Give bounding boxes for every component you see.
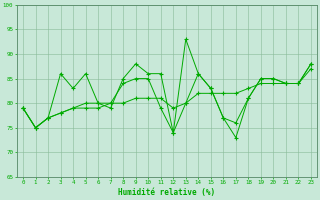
X-axis label: Humidité relative (%): Humidité relative (%) <box>118 188 216 197</box>
